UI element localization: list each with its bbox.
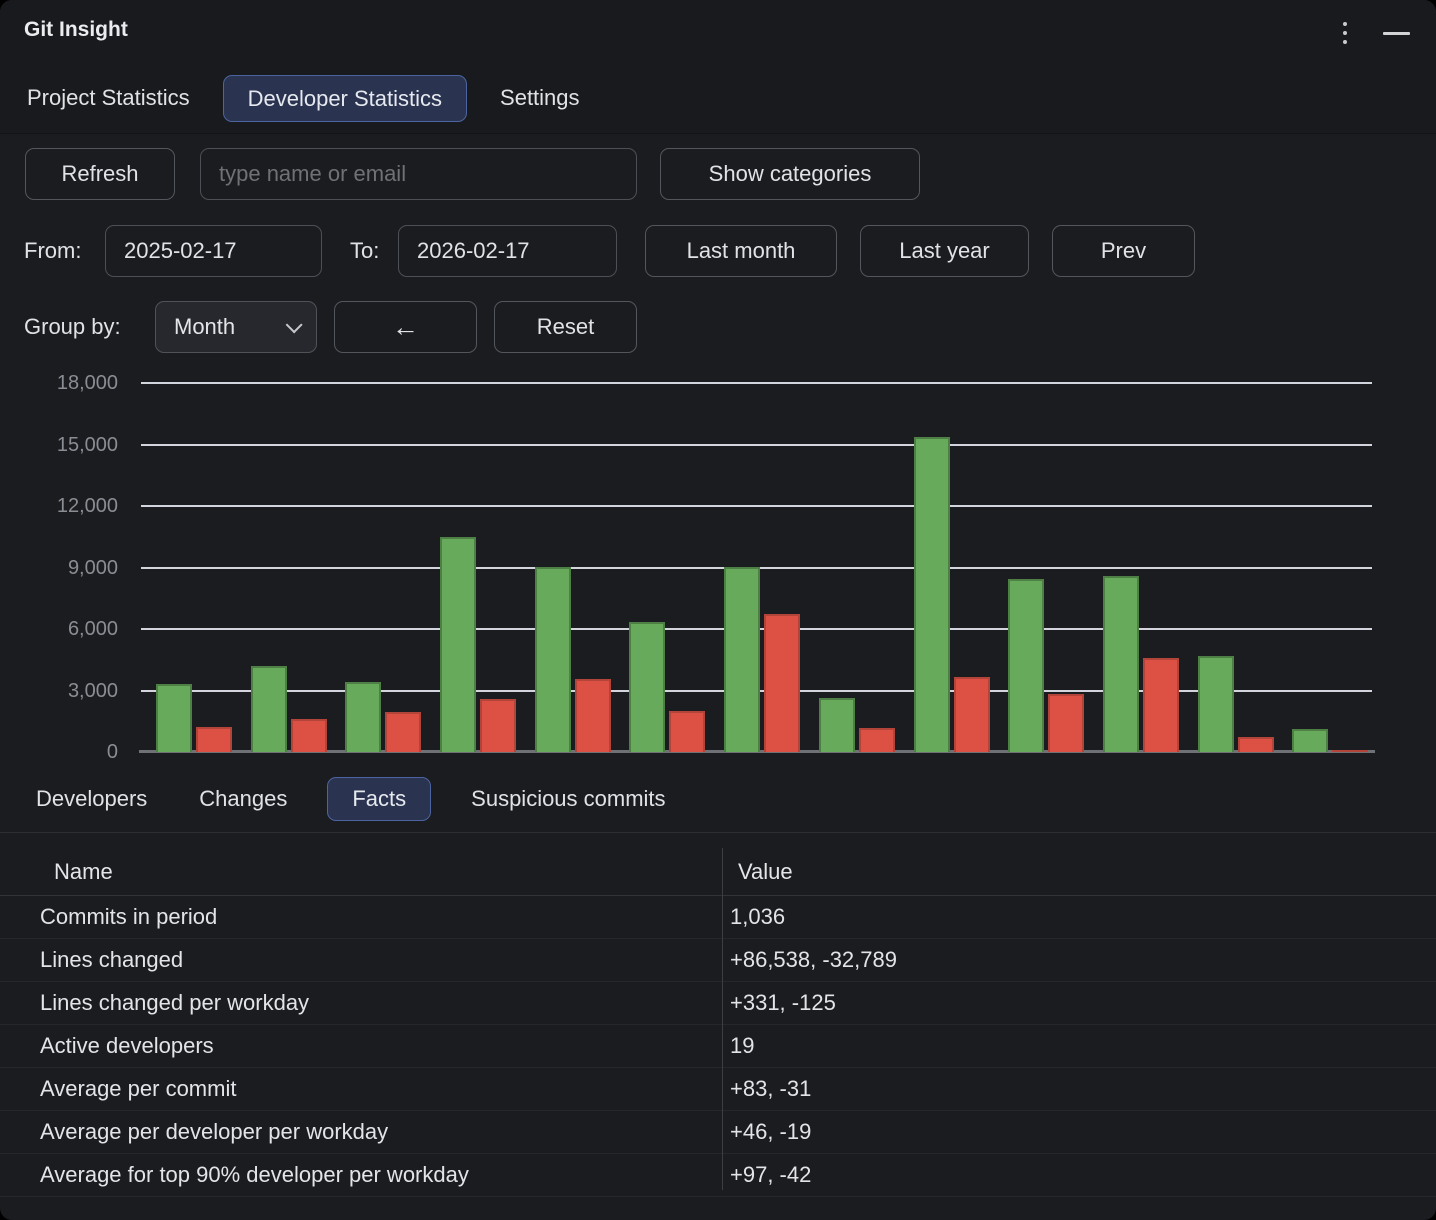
fact-name: Lines changed bbox=[40, 947, 184, 972]
table-row: Average per commit +83, -31 bbox=[0, 1068, 1436, 1111]
table-row: Average per developer per workday +46, -… bbox=[0, 1111, 1436, 1154]
bar-green bbox=[345, 682, 381, 752]
chart-gridline bbox=[141, 382, 1372, 384]
bar-green bbox=[819, 698, 855, 752]
chart-gridline bbox=[141, 505, 1372, 507]
window-title: Git Insight bbox=[24, 18, 128, 41]
chart-y-axis: 0 3,000 6,000 9,000 12,000 15,000 18,000 bbox=[0, 372, 118, 763]
tab-developer-statistics[interactable]: Developer Statistics bbox=[222, 74, 468, 122]
from-label: From: bbox=[24, 238, 82, 263]
arrow-left-icon: ← bbox=[392, 311, 419, 342]
fact-value: +46, -19 bbox=[730, 1119, 812, 1144]
minimize-icon[interactable] bbox=[1378, 18, 1414, 48]
y-tick-label: 12,000 bbox=[56, 495, 118, 517]
bar-red bbox=[1048, 694, 1084, 752]
bar-green bbox=[535, 567, 571, 752]
tab-project-statistics[interactable]: Project Statistics bbox=[27, 85, 190, 110]
bar-red bbox=[385, 712, 421, 752]
fact-name: Active developers bbox=[40, 1033, 214, 1058]
bar-red bbox=[196, 727, 232, 752]
bar-red bbox=[859, 728, 895, 752]
fact-name: Lines changed per workday bbox=[40, 990, 310, 1015]
from-date-field[interactable] bbox=[105, 225, 322, 277]
table-header-row: Name Value bbox=[0, 848, 1436, 896]
fact-name: Commits in period bbox=[40, 904, 218, 929]
table-row: Lines changed per workday +331, -125 bbox=[0, 982, 1436, 1025]
bar-green bbox=[440, 537, 476, 752]
y-tick-label: 6,000 bbox=[67, 618, 118, 640]
to-label: To: bbox=[350, 238, 380, 263]
table-row: Average for top 90% developer per workda… bbox=[0, 1154, 1436, 1197]
bar-green bbox=[914, 437, 950, 752]
prev-button[interactable]: Prev bbox=[1052, 225, 1195, 277]
bar-green bbox=[156, 684, 192, 752]
table-row: Active developers 19 bbox=[0, 1025, 1436, 1068]
fact-name: Average per commit bbox=[40, 1076, 237, 1101]
column-header-value: Value bbox=[738, 858, 793, 884]
facts-table: Name Value Commits in period 1,036 Lines… bbox=[0, 848, 1436, 1197]
bar-red bbox=[291, 719, 327, 752]
chart-plot bbox=[139, 382, 1375, 753]
bar-red bbox=[575, 679, 611, 752]
fact-name: Average for top 90% developer per workda… bbox=[40, 1162, 469, 1187]
bar-red bbox=[764, 614, 800, 752]
bar-green bbox=[251, 666, 287, 752]
tab-facts[interactable]: Facts bbox=[327, 776, 432, 821]
bar-green bbox=[1008, 579, 1044, 752]
bar-green bbox=[629, 622, 665, 752]
y-tick-label: 15,000 bbox=[56, 433, 118, 456]
group-by-selected-value: Month bbox=[174, 314, 236, 339]
to-date-field[interactable] bbox=[398, 225, 617, 277]
fact-value: 1,036 bbox=[730, 904, 786, 929]
group-by-label: Group by: bbox=[24, 314, 121, 339]
last-year-button[interactable]: Last year bbox=[860, 225, 1029, 277]
y-tick-label: 3,000 bbox=[67, 679, 118, 702]
bar-red bbox=[480, 699, 516, 752]
fact-value: +83, -31 bbox=[730, 1076, 812, 1101]
y-tick-label: 18,000 bbox=[56, 372, 118, 394]
last-month-button[interactable]: Last month bbox=[645, 225, 837, 277]
fact-value: +97, -42 bbox=[730, 1162, 812, 1187]
bar-red bbox=[1143, 658, 1179, 752]
show-categories-button[interactable]: Show categories bbox=[660, 148, 920, 200]
group-by-select[interactable]: Month bbox=[155, 301, 317, 353]
bar-red bbox=[954, 677, 990, 752]
fact-value: 19 bbox=[730, 1033, 755, 1058]
table-row: Lines changed +86,538, -32,789 bbox=[0, 939, 1436, 982]
bar-red bbox=[669, 711, 705, 752]
tab-suspicious-commits[interactable]: Suspicious commits bbox=[471, 786, 666, 811]
reset-button[interactable]: Reset bbox=[494, 301, 637, 353]
view-tabs: Developers Changes Facts Suspicious comm… bbox=[24, 775, 678, 822]
fact-name: Average per developer per workday bbox=[40, 1119, 389, 1144]
table-row: Commits in period 1,036 bbox=[0, 896, 1436, 939]
bar-red bbox=[1332, 750, 1368, 752]
bar-green bbox=[1198, 656, 1234, 752]
kebab-menu-icon[interactable] bbox=[1332, 14, 1358, 52]
search-input[interactable] bbox=[200, 148, 637, 200]
table-column-divider bbox=[722, 848, 723, 1190]
tab-developers[interactable]: Developers bbox=[36, 786, 148, 811]
tab-settings[interactable]: Settings bbox=[500, 85, 580, 110]
bar-green bbox=[724, 567, 760, 752]
y-tick-label: 9,000 bbox=[67, 556, 118, 579]
fact-value: +86,538, -32,789 bbox=[730, 947, 897, 972]
bar-green bbox=[1292, 729, 1328, 752]
fact-value: +331, -125 bbox=[730, 990, 836, 1015]
chart-gridline bbox=[141, 443, 1372, 446]
chevron-down-icon bbox=[285, 316, 303, 334]
bar-red bbox=[1238, 737, 1274, 752]
y-tick-label: 0 bbox=[106, 741, 118, 763]
main-tabs: Project Statistics Developer Statistics … bbox=[24, 74, 583, 122]
column-header-name: Name bbox=[54, 858, 113, 884]
back-arrow-button[interactable]: ← bbox=[334, 301, 477, 353]
bar-green bbox=[1103, 576, 1139, 752]
tab-changes[interactable]: Changes bbox=[199, 786, 288, 811]
table-top-divider bbox=[0, 832, 1436, 833]
refresh-button[interactable]: Refresh bbox=[25, 148, 175, 200]
